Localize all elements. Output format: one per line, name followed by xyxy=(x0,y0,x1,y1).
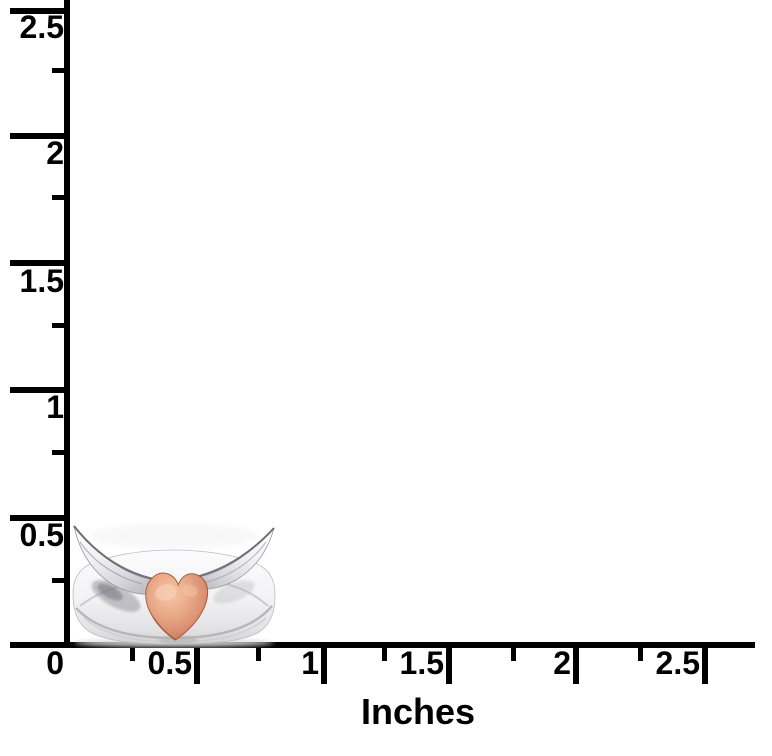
right-wing-fold xyxy=(203,541,267,584)
x-minor-tick xyxy=(256,648,261,661)
heart-bottom-shade xyxy=(152,617,176,641)
axis-unit-title: Inches xyxy=(360,691,476,732)
photo-haze xyxy=(89,523,259,549)
y-major-tick xyxy=(10,387,67,393)
y-minor-tick xyxy=(52,578,67,583)
heart-highlight xyxy=(182,584,198,597)
wing-shadow xyxy=(213,580,255,604)
y-minor-tick xyxy=(52,323,67,328)
x-axis-label: 2.5 xyxy=(655,645,700,681)
x-major-tick xyxy=(321,648,327,684)
y-axis-label: 1.5 xyxy=(19,263,64,299)
y-axis-line xyxy=(64,0,70,648)
x-major-tick xyxy=(573,648,579,684)
x-minor-tick xyxy=(638,648,643,661)
right-wing-edge xyxy=(191,527,275,579)
y-axis-label: 1 xyxy=(46,389,64,425)
heart-highlight xyxy=(154,584,177,601)
x-axis-label: 0.5 xyxy=(147,645,192,681)
x-axis-label: 0 xyxy=(46,645,64,681)
x-axis-line xyxy=(10,642,755,648)
heart-shadow xyxy=(158,636,198,644)
x-major-tick xyxy=(446,648,452,684)
y-major-tick xyxy=(10,515,67,521)
x-major-tick xyxy=(702,648,708,684)
y-axis-label: 2.5 xyxy=(19,9,64,45)
y-major-tick xyxy=(10,260,67,266)
x-minor-tick xyxy=(382,648,387,661)
y-major-tick xyxy=(10,8,67,14)
x-major-tick xyxy=(194,648,200,684)
wing-shadow xyxy=(97,583,123,601)
left-wing-fold xyxy=(79,541,143,585)
y-minor-tick xyxy=(52,68,67,73)
y-axis-label: 0.5 xyxy=(19,517,64,553)
x-minor-tick xyxy=(511,648,516,661)
x-axis-label: 1 xyxy=(301,645,319,681)
ring-photo: Silver ring with angel wings and a rose … xyxy=(72,523,276,647)
left-wing-edge xyxy=(73,525,159,581)
right-wing xyxy=(191,527,275,590)
y-minor-tick xyxy=(52,450,67,455)
y-minor-tick xyxy=(52,195,67,200)
y-axis-label: 2 xyxy=(46,135,64,171)
x-axis-label: 1.5 xyxy=(399,645,444,681)
y-major-tick xyxy=(10,133,67,139)
x-minor-tick xyxy=(130,648,135,661)
x-axis-label: 2 xyxy=(553,645,571,681)
